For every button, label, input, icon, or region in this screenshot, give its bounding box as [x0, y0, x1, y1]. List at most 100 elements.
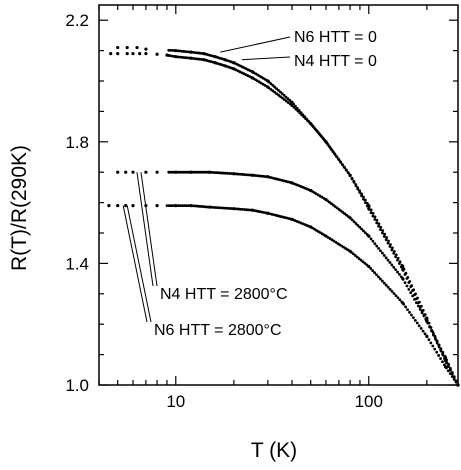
curve-dot [382, 254, 386, 257]
curve-dot [357, 257, 361, 260]
data-point [131, 52, 135, 56]
tick-labels: 10 100 1.0 1.4 1.8 2.2 [65, 11, 383, 411]
curve-dot [399, 275, 403, 279]
curve-dot [311, 125, 315, 129]
curve-dot [360, 227, 363, 231]
series-annotation: N6 HTT = 2800°C [154, 322, 282, 339]
curve-dot [267, 80, 271, 84]
series-layer [107, 45, 460, 387]
curve-dot [452, 375, 456, 379]
series-annotation: N6 HTT = 0 [294, 29, 377, 46]
curve-dot [439, 347, 443, 351]
curve-dot [325, 141, 329, 145]
curve-dot [286, 101, 290, 104]
curve-dot [435, 339, 439, 343]
curve-dot [448, 372, 452, 376]
curve-dot [346, 215, 350, 218]
curve-dot [449, 366, 452, 370]
data-point [107, 204, 111, 208]
curve-dot [382, 235, 386, 238]
annotation-layer: N6 HTT = 0 N4 HTT = 0 N4 HTT = 2800°C N6 HT… [122, 29, 377, 339]
curve-dot [373, 215, 377, 219]
curve-dot [290, 104, 294, 107]
curve-dot [348, 216, 352, 220]
curve-dot [333, 152, 336, 156]
curve-dot [423, 332, 427, 336]
curve-dot [348, 173, 352, 177]
curve-dot [369, 267, 373, 270]
curve-dot [298, 111, 302, 115]
curve-dot [344, 168, 348, 172]
curve-dot [171, 204, 175, 208]
curve-dot [415, 301, 418, 305]
series-annotation: N4 HTT = 0 [294, 53, 377, 70]
curve-dot [445, 360, 448, 364]
curve-dot [419, 327, 423, 330]
curve-dot [410, 313, 413, 317]
curve-dot [275, 87, 278, 91]
curve-dot [373, 242, 377, 246]
curve-dot [365, 263, 369, 267]
curve-dot [397, 272, 401, 276]
data-point [116, 170, 120, 174]
data-point [155, 204, 159, 208]
curve-dot [380, 231, 384, 235]
curve-dot [335, 154, 338, 158]
curve-dot [288, 102, 292, 106]
data-point [131, 170, 135, 174]
curve-dot [400, 263, 404, 267]
curve-dot [452, 377, 456, 381]
curve-dot [306, 119, 309, 122]
data-point [124, 170, 128, 174]
curve-dot [404, 271, 408, 275]
curve-dot [429, 341, 433, 345]
curve-dot [360, 192, 363, 196]
data-point [125, 45, 129, 50]
curve-dot [390, 263, 394, 267]
curve-dot [271, 83, 275, 87]
curve-dot [288, 98, 292, 102]
curve-dot [358, 225, 362, 229]
curve-dot [355, 255, 359, 259]
curve-dot [416, 296, 419, 300]
curve-dot [381, 229, 385, 233]
annotation-leader [220, 36, 291, 53]
curve-dot [350, 218, 354, 222]
curve-dot [309, 122, 313, 126]
curve-dot [281, 96, 284, 100]
curve-dot [317, 132, 321, 135]
curve-dot [383, 232, 387, 236]
curve-dot [273, 85, 277, 89]
curve-dot [340, 162, 344, 166]
curve-dot [446, 369, 450, 373]
curve-dot [350, 176, 354, 180]
curve-dot [405, 284, 409, 288]
curve-dot [433, 347, 437, 351]
curve-dot [422, 314, 426, 318]
curve-dot [377, 224, 380, 228]
curve-dot [354, 222, 358, 225]
curve-dot [361, 260, 365, 264]
curve-dot [351, 252, 355, 256]
curve-dot [359, 258, 363, 262]
curve-dot [269, 87, 273, 91]
curve-dot [175, 204, 179, 208]
curve-dot [302, 115, 306, 119]
curve-dot [380, 251, 384, 255]
curve-dot [447, 362, 450, 366]
curve-dot [426, 321, 430, 325]
curve-dot [280, 92, 284, 96]
curve-dot [396, 270, 399, 274]
curve-dot [375, 218, 379, 222]
curve-dot [375, 273, 378, 277]
curve-dot [398, 298, 402, 302]
curve-dot [304, 117, 307, 120]
curve-dot [409, 291, 413, 295]
curve-dot [282, 98, 286, 101]
curve-dot [276, 88, 280, 92]
curve-dot [369, 237, 373, 241]
curve-dot [417, 324, 421, 328]
series-3 [107, 204, 460, 387]
curve-dot [439, 357, 442, 361]
